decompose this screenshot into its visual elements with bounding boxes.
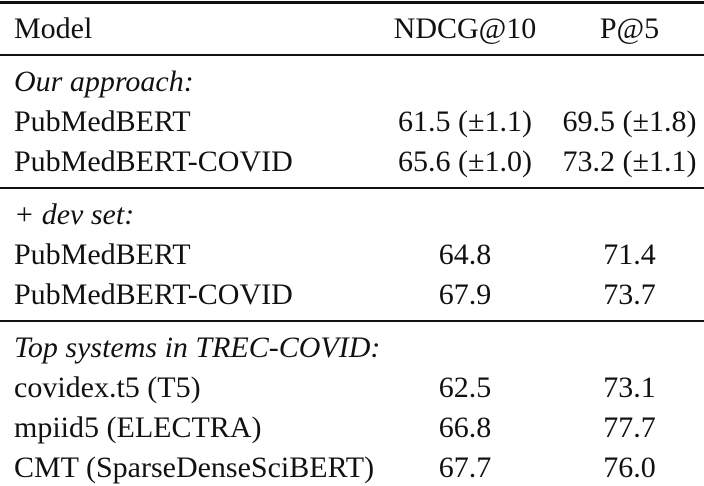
- p5-cell: 76.0: [603, 451, 656, 484]
- section-divider-rule: [0, 187, 704, 189]
- table-row: mpiid5 (ELECTRA) 66.8 77.7: [0, 408, 704, 448]
- table-row: PubMedBERT 64.8 71.4: [0, 235, 704, 275]
- p5-cell: 69.5 (±1.8): [562, 105, 697, 138]
- ndcg10-cell: 67.9: [438, 278, 492, 311]
- model-cell: CMT (SparseDenseSciBERT): [14, 451, 375, 484]
- table-row: PubMedBERT-COVID 65.6 (±1.0) 73.2 (±1.1): [0, 142, 704, 182]
- section-our-approach: Our approach: PubMedBERT 61.5 (±1.1) 69.…: [0, 56, 704, 187]
- section-label: + dev set:: [14, 198, 135, 231]
- column-header-p5: P@5: [599, 12, 660, 45]
- section-label-row: Top systems in TREC-COVID:: [0, 328, 704, 368]
- table-row: CMT (SparseDenseSciBERT) 67.7 76.0: [0, 448, 704, 486]
- empty-cell: [555, 328, 704, 368]
- empty-cell: [375, 62, 555, 102]
- header-divider-rule: [0, 54, 704, 56]
- p5-cell: 73.1: [603, 371, 656, 404]
- section-divider-rule: [0, 320, 704, 322]
- ndcg10-cell: 61.5 (±1.1): [398, 105, 532, 138]
- table-row: PubMedBERT 61.5 (±1.1) 69.5 (±1.8): [0, 102, 704, 142]
- empty-cell: [555, 62, 704, 102]
- column-header-model: Model: [14, 12, 93, 45]
- ndcg10-cell: 64.8: [438, 238, 492, 271]
- column-header-ndcg10: NDCG@10: [393, 12, 537, 45]
- model-cell: PubMedBERT: [14, 105, 191, 138]
- model-cell: mpiid5 (ELECTRA): [14, 411, 262, 444]
- model-cell: PubMedBERT-COVID: [14, 278, 293, 311]
- p5-cell: 73.7: [603, 278, 656, 311]
- model-cell: covidex.t5 (T5): [14, 371, 201, 404]
- empty-cell: [555, 195, 704, 235]
- model-cell: PubMedBERT: [14, 238, 191, 271]
- ndcg10-cell: 66.8: [438, 411, 492, 444]
- ndcg10-cell: 62.5: [438, 371, 492, 404]
- table-header-row: Model NDCG@10 P@5: [0, 4, 704, 54]
- p5-cell: 73.2 (±1.1): [562, 145, 697, 178]
- p5-cell: 71.4: [603, 238, 656, 271]
- empty-cell: [375, 195, 555, 235]
- table-row: PubMedBERT-COVID 67.9 73.7: [0, 275, 704, 315]
- section-label-row: + dev set:: [0, 195, 704, 235]
- p5-cell: 77.7: [603, 411, 656, 444]
- model-cell: PubMedBERT-COVID: [14, 145, 293, 178]
- section-label: Our approach:: [14, 65, 194, 98]
- ndcg10-cell: 65.6 (±1.0): [398, 145, 532, 178]
- ndcg10-cell: 67.7: [438, 451, 492, 484]
- table-top-rule: [0, 1, 704, 4]
- section-label-row: Our approach:: [0, 62, 704, 102]
- table-row: covidex.t5 (T5) 62.5 73.1: [0, 368, 704, 408]
- section-dev-set: + dev set: PubMedBERT 64.8 71.4 PubMedBE…: [0, 189, 704, 320]
- empty-cell: [375, 328, 555, 368]
- section-label: Top systems in TREC-COVID:: [14, 331, 381, 364]
- section-top-systems: Top systems in TREC-COVID: covidex.t5 (T…: [0, 322, 704, 486]
